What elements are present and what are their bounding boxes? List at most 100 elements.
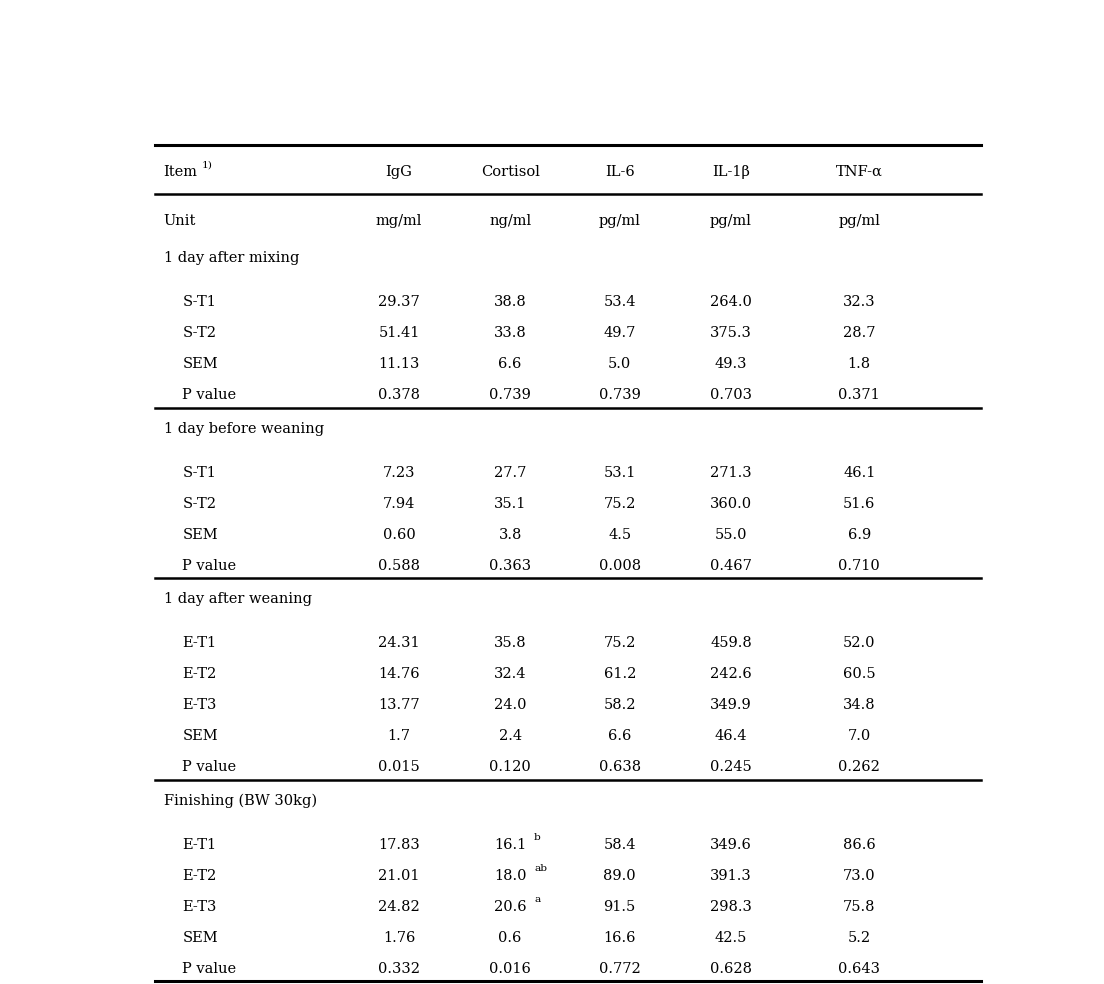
Text: 24.0: 24.0 (493, 699, 527, 712)
Text: 75.2: 75.2 (604, 497, 636, 511)
Text: 35.8: 35.8 (493, 637, 527, 650)
Text: E-T1: E-T1 (182, 637, 216, 650)
Text: 0.120: 0.120 (489, 761, 531, 774)
Text: ng/ml: ng/ml (489, 214, 531, 227)
Text: 24.82: 24.82 (378, 900, 420, 914)
Text: 7.23: 7.23 (383, 465, 415, 479)
Text: S-T1: S-T1 (182, 295, 216, 309)
Text: Cortisol: Cortisol (480, 165, 540, 179)
Text: 17.83: 17.83 (378, 837, 420, 852)
Text: E-T1: E-T1 (182, 837, 216, 852)
Text: 7.0: 7.0 (848, 729, 871, 743)
Text: 4.5: 4.5 (608, 527, 631, 542)
Text: 1.8: 1.8 (848, 357, 871, 371)
Text: 58.4: 58.4 (604, 837, 636, 852)
Text: 0.588: 0.588 (378, 559, 420, 573)
Text: 29.37: 29.37 (378, 295, 420, 309)
Text: 51.41: 51.41 (379, 326, 420, 340)
Text: 75.2: 75.2 (604, 637, 636, 650)
Text: IL-1β: IL-1β (712, 165, 750, 179)
Text: 0.739: 0.739 (489, 389, 531, 402)
Text: 0.016: 0.016 (489, 962, 531, 976)
Text: 38.8: 38.8 (493, 295, 527, 309)
Text: 1): 1) (201, 160, 212, 169)
Text: IL-6: IL-6 (605, 165, 635, 179)
Text: 0.332: 0.332 (378, 962, 420, 976)
Text: 13.77: 13.77 (379, 699, 420, 712)
Text: 46.4: 46.4 (714, 729, 747, 743)
Text: 0.363: 0.363 (489, 559, 531, 573)
Text: E-T2: E-T2 (182, 869, 216, 883)
Text: 360.0: 360.0 (710, 497, 752, 511)
Text: 0.703: 0.703 (710, 389, 752, 402)
Text: 53.1: 53.1 (604, 465, 636, 479)
Text: mg/ml: mg/ml (375, 214, 422, 227)
Text: IgG: IgG (385, 165, 413, 179)
Text: 34.8: 34.8 (843, 699, 875, 712)
Text: 49.7: 49.7 (604, 326, 636, 340)
Text: b: b (534, 832, 541, 841)
Text: 61.2: 61.2 (604, 667, 636, 681)
Text: 55.0: 55.0 (714, 527, 747, 542)
Text: P value: P value (182, 761, 236, 774)
Text: a: a (534, 894, 540, 904)
Text: 349.6: 349.6 (710, 837, 752, 852)
Text: 28.7: 28.7 (843, 326, 875, 340)
Text: 0.628: 0.628 (710, 962, 752, 976)
Text: 42.5: 42.5 (714, 931, 747, 945)
Text: SEM: SEM (182, 729, 219, 743)
Text: 3.8: 3.8 (499, 527, 522, 542)
Text: 58.2: 58.2 (604, 699, 636, 712)
Text: Unit: Unit (163, 214, 197, 227)
Text: 0.015: 0.015 (378, 761, 420, 774)
Text: 91.5: 91.5 (604, 900, 636, 914)
Text: 2.4: 2.4 (499, 729, 522, 743)
Text: 5.0: 5.0 (608, 357, 631, 371)
Text: pg/ml: pg/ml (710, 214, 752, 227)
Text: 20.6: 20.6 (493, 900, 527, 914)
Text: E-T3: E-T3 (182, 699, 216, 712)
Text: 5.2: 5.2 (848, 931, 871, 945)
Text: S-T1: S-T1 (182, 465, 216, 479)
Text: 6.9: 6.9 (848, 527, 871, 542)
Text: 0.60: 0.60 (383, 527, 415, 542)
Text: 375.3: 375.3 (710, 326, 752, 340)
Text: 6.6: 6.6 (499, 357, 522, 371)
Text: 33.8: 33.8 (493, 326, 527, 340)
Text: 32.3: 32.3 (843, 295, 875, 309)
Text: 16.1: 16.1 (495, 837, 527, 852)
Text: SEM: SEM (182, 357, 219, 371)
Text: SEM: SEM (182, 931, 219, 945)
Text: E-T3: E-T3 (182, 900, 216, 914)
Text: 0.467: 0.467 (710, 559, 752, 573)
Text: 0.371: 0.371 (838, 389, 880, 402)
Text: 0.643: 0.643 (838, 962, 880, 976)
Text: pg/ml: pg/ml (838, 214, 880, 227)
Text: 0.262: 0.262 (838, 761, 880, 774)
Text: 459.8: 459.8 (710, 637, 752, 650)
Text: 27.7: 27.7 (493, 465, 527, 479)
Text: 264.0: 264.0 (710, 295, 752, 309)
Text: TNF-α: TNF-α (836, 165, 883, 179)
Text: S-T2: S-T2 (182, 326, 216, 340)
Text: 35.1: 35.1 (493, 497, 527, 511)
Text: 21.01: 21.01 (379, 869, 420, 883)
Text: 7.94: 7.94 (383, 497, 415, 511)
Text: 11.13: 11.13 (379, 357, 420, 371)
Text: 0.638: 0.638 (598, 761, 640, 774)
Text: 75.8: 75.8 (843, 900, 875, 914)
Text: Item: Item (163, 165, 198, 179)
Text: 18.0: 18.0 (493, 869, 527, 883)
Text: 86.6: 86.6 (842, 837, 875, 852)
Text: 16.6: 16.6 (604, 931, 636, 945)
Text: 52.0: 52.0 (843, 637, 875, 650)
Text: 391.3: 391.3 (710, 869, 752, 883)
Text: 1 day after mixing: 1 day after mixing (163, 251, 299, 265)
Text: 298.3: 298.3 (710, 900, 752, 914)
Text: P value: P value (182, 559, 236, 573)
Text: SEM: SEM (182, 527, 219, 542)
Text: P value: P value (182, 389, 236, 402)
Text: 0.739: 0.739 (598, 389, 640, 402)
Text: 24.31: 24.31 (379, 637, 420, 650)
Text: 46.1: 46.1 (843, 465, 875, 479)
